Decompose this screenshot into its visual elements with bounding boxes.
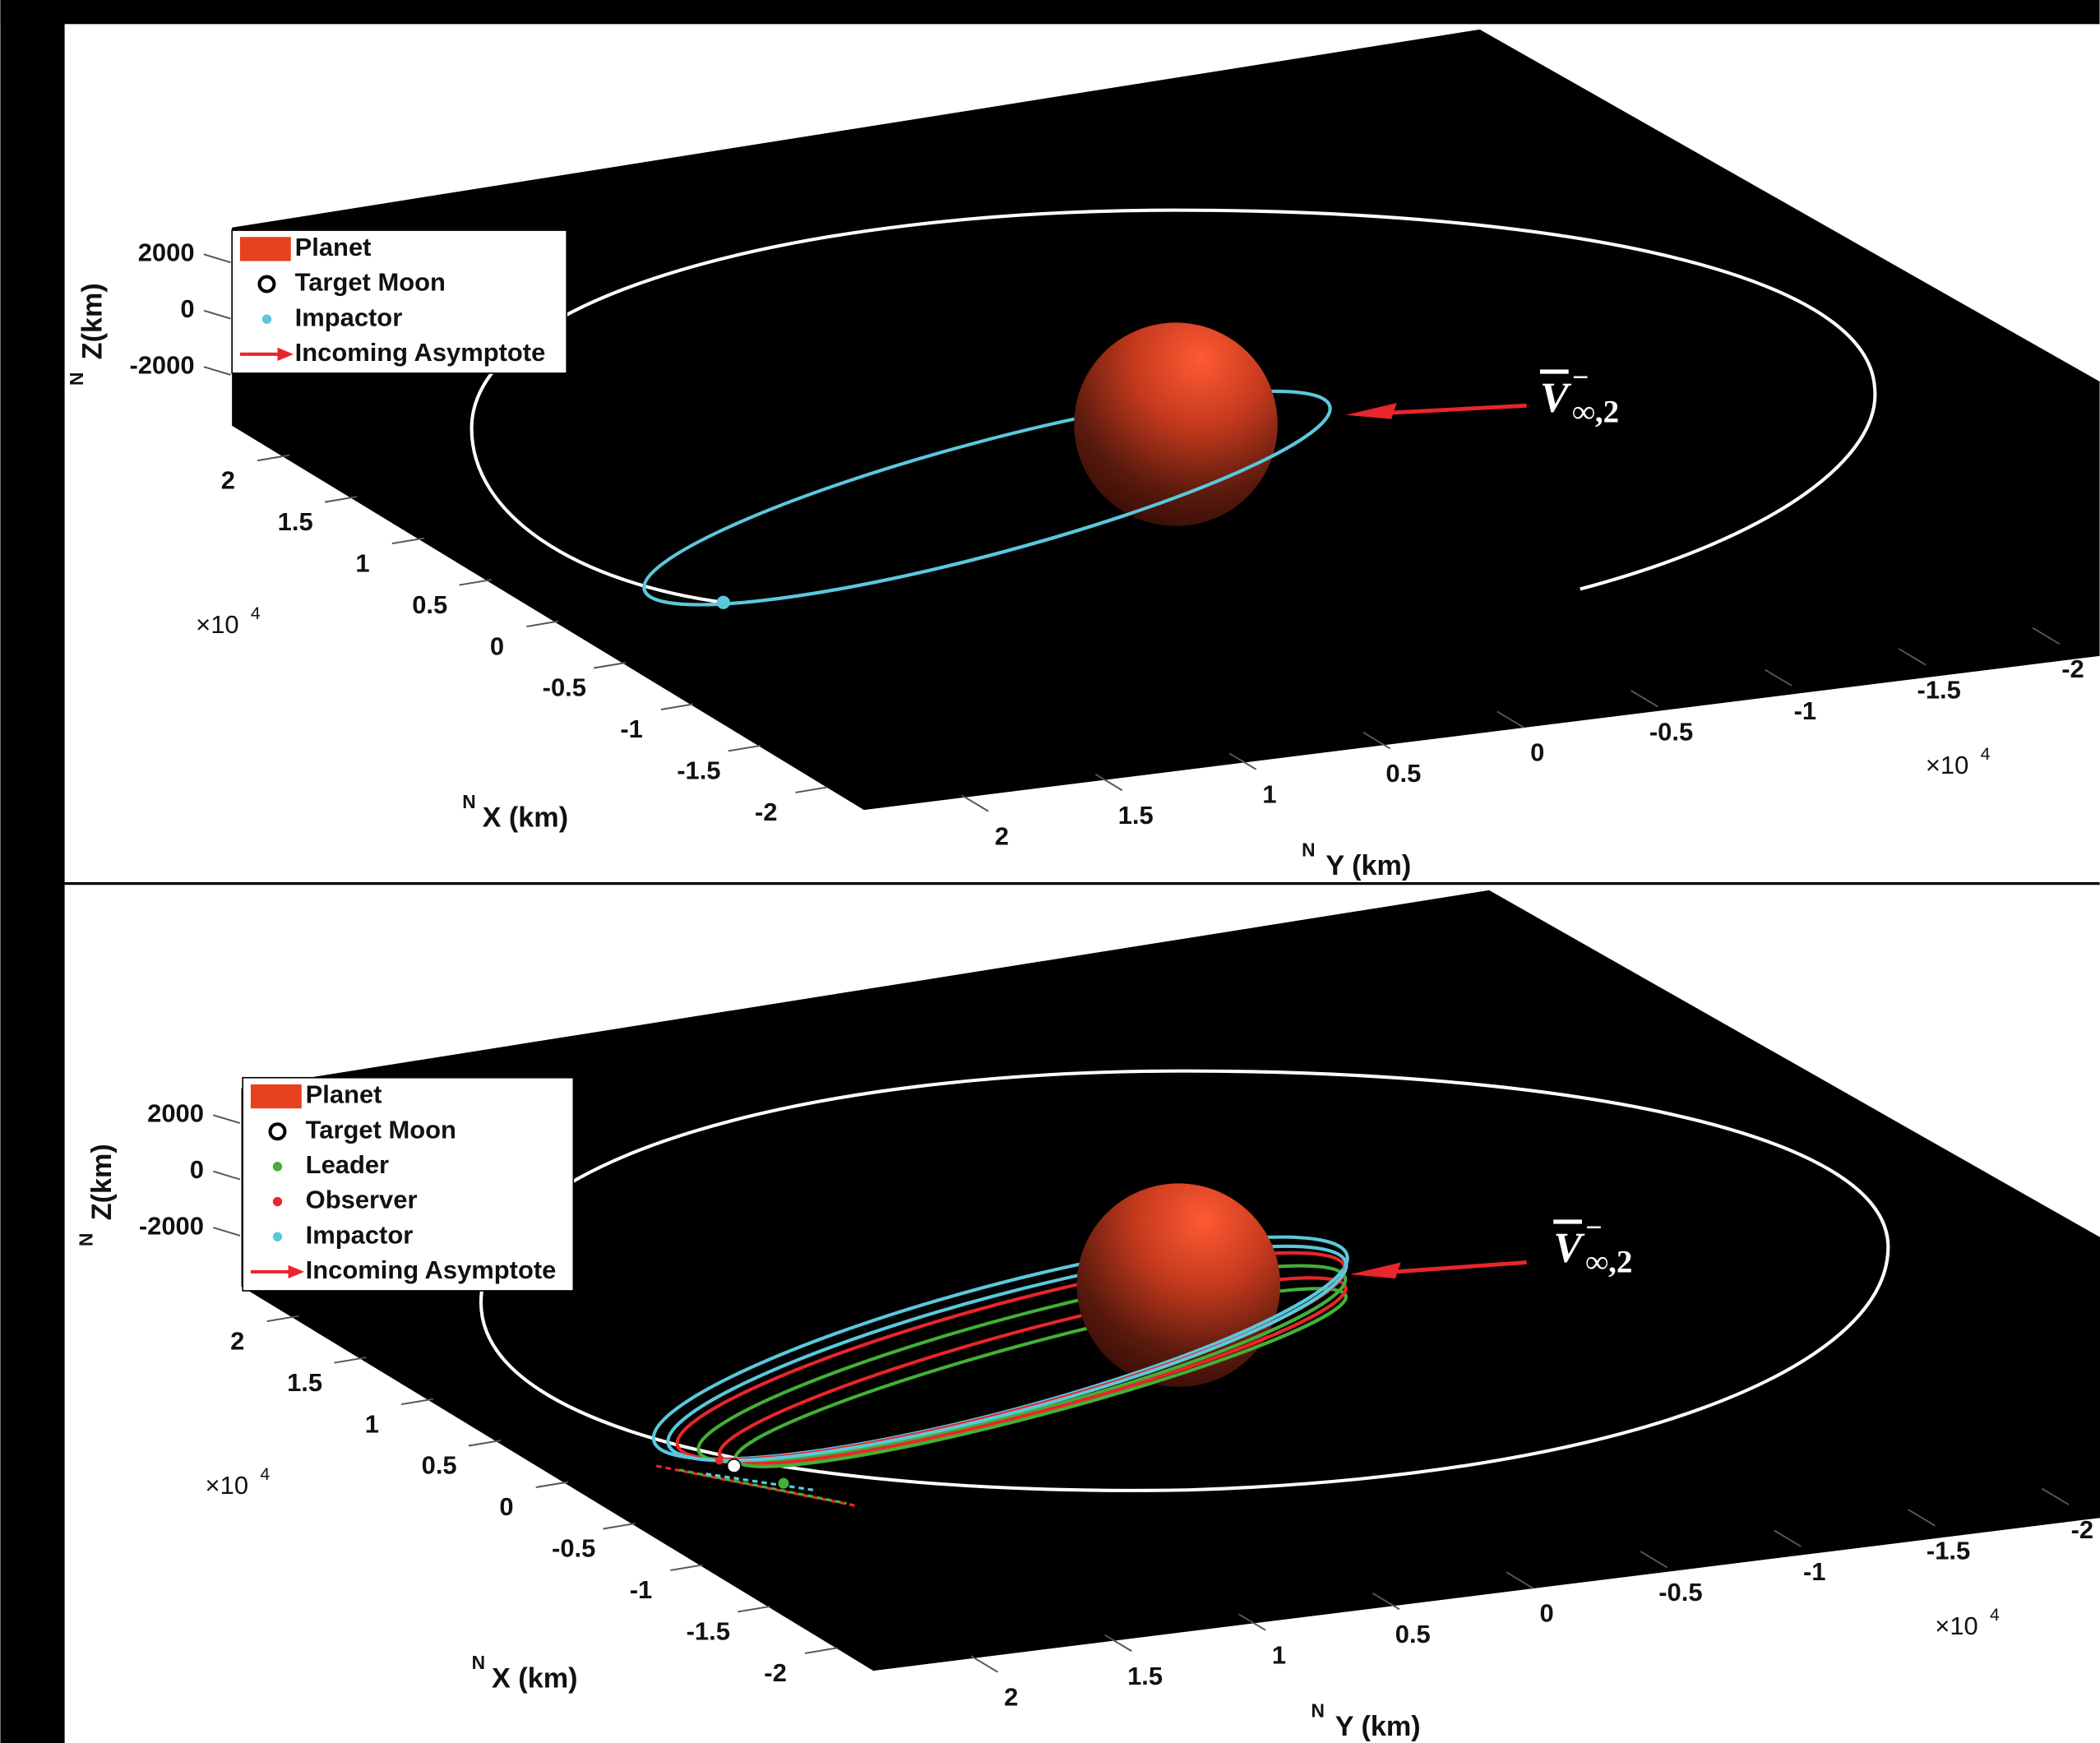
y-tick-label: -1: [1794, 696, 1817, 725]
z-axis-label: Z(km): [86, 1144, 118, 1220]
x-tick-label: -1.5: [687, 1617, 730, 1646]
annotation-sub: ∞,2: [1585, 1245, 1632, 1280]
y-tick-label: -1.5: [1917, 675, 1961, 704]
legend-label: Incoming Asymptote: [295, 338, 546, 367]
z-tick-label: 0: [180, 294, 194, 323]
left-border: [0, 0, 64, 1743]
annotation: V: [1553, 1224, 1585, 1271]
z-tick-label: -2000: [129, 350, 194, 379]
y-tick-label: 1: [1272, 1641, 1286, 1670]
y-tick-label: -2: [2071, 1515, 2094, 1544]
x-tick-label: 0.5: [412, 590, 447, 619]
body-marker: [728, 1459, 741, 1473]
legend-marker: [240, 237, 291, 261]
z-tick-label: 0: [190, 1155, 204, 1184]
legend-marker: [262, 314, 271, 323]
y-multiplier: ×10: [1926, 751, 1968, 779]
x-axis-prefix: N: [462, 791, 475, 812]
y-tick-label: 2: [1004, 1682, 1018, 1711]
x-multiplier-exponent: 4: [260, 1465, 270, 1484]
x-tick-label: 1: [355, 548, 369, 577]
y-tick-label: 1.5: [1118, 801, 1154, 830]
y-tick-label: -1.5: [1927, 1536, 1970, 1565]
z-tick-label: -2000: [139, 1211, 204, 1240]
x-tick-label: -1: [630, 1575, 653, 1604]
y-axis-label: Y (km): [1325, 850, 1411, 881]
x-tick-label: -0.5: [552, 1534, 595, 1563]
x-tick-label: 0: [490, 631, 504, 660]
top-border: [0, 0, 2099, 24]
legend-label: Planet: [306, 1080, 382, 1109]
legend-label: Target Moon: [295, 268, 446, 297]
legend-label: Observer: [306, 1186, 418, 1214]
legend-label: Impactor: [295, 303, 403, 331]
y-multiplier: ×10: [1935, 1611, 1977, 1640]
annotation-sup: −: [1572, 361, 1589, 394]
page: 20000-200021.510.50-0.5-1-1.5-221.510.50…: [0, 0, 2100, 1743]
y-multiplier-exponent: 4: [1990, 1606, 2000, 1625]
y-axis-prefix: N: [1302, 839, 1315, 861]
x-tick-label: 0: [499, 1492, 513, 1521]
z-axis-prefix: N: [75, 1233, 96, 1246]
legend-marker: [273, 1232, 282, 1241]
x-multiplier: ×10: [206, 1471, 248, 1500]
legend-marker: [273, 1197, 282, 1206]
y-tick-label: -2: [2061, 654, 2084, 683]
planet: [1074, 322, 1277, 525]
x-tick-label: 1.5: [278, 507, 313, 536]
y-tick-label: 1: [1262, 780, 1276, 809]
body-marker: [715, 1457, 724, 1465]
x-tick-label: 0.5: [422, 1451, 457, 1480]
y-axis-prefix: N: [1311, 1700, 1325, 1722]
x-tick-label: 2: [230, 1326, 244, 1355]
legend-label: Impactor: [306, 1220, 414, 1249]
y-tick-label: -0.5: [1649, 717, 1693, 746]
x-tick-label: 1: [365, 1409, 379, 1438]
body-marker: [778, 1478, 789, 1489]
y-tick-label: -1: [1803, 1557, 1826, 1586]
z-axis-label: Z(km): [76, 283, 108, 359]
x-multiplier-exponent: 4: [251, 604, 261, 623]
legend-label: Incoming Asymptote: [306, 1255, 557, 1284]
x-tick-label: -1: [620, 714, 643, 743]
legend-label: Leader: [306, 1150, 389, 1179]
x-tick-label: 2: [221, 465, 235, 494]
y-tick-label: 0.5: [1395, 1620, 1431, 1648]
y-tick-label: 0: [1530, 738, 1544, 767]
annotation-sup: −: [1585, 1211, 1602, 1244]
annotation: V: [1540, 374, 1572, 421]
z-tick-label: 2000: [138, 238, 195, 267]
y-tick-label: 0.5: [1385, 759, 1421, 788]
legend-marker: [251, 1084, 302, 1108]
x-axis-label: X (km): [483, 802, 568, 834]
legend-marker: [271, 1124, 285, 1139]
y-tick-label: 2: [995, 821, 1009, 850]
y-axis-label: Y (km): [1335, 1711, 1421, 1742]
x-axis-label: X (km): [492, 1663, 577, 1694]
legend-marker: [260, 277, 275, 292]
x-multiplier: ×10: [196, 610, 238, 639]
body-marker: [717, 596, 730, 609]
legend-label: Planet: [295, 233, 372, 261]
y-tick-label: 0: [1539, 1599, 1553, 1628]
x-tick-label: -2: [764, 1658, 787, 1687]
x-tick-label: -1.5: [677, 756, 720, 785]
x-tick-label: -2: [755, 798, 778, 826]
x-tick-label: 1.5: [287, 1368, 322, 1397]
x-tick-label: -0.5: [543, 673, 586, 702]
legend-label: Target Moon: [306, 1115, 456, 1144]
y-multiplier-exponent: 4: [1981, 745, 1991, 764]
y-tick-label: -0.5: [1658, 1578, 1702, 1607]
figure: 20000-200021.510.50-0.5-1-1.5-221.510.50…: [0, 0, 2100, 1743]
z-axis-prefix: N: [66, 372, 87, 386]
legend-marker: [273, 1162, 282, 1171]
x-axis-prefix: N: [472, 1652, 485, 1673]
annotation-sub: ∞,2: [1572, 395, 1619, 430]
z-tick-label: 2000: [147, 1099, 204, 1128]
y-tick-label: 1.5: [1127, 1662, 1163, 1690]
